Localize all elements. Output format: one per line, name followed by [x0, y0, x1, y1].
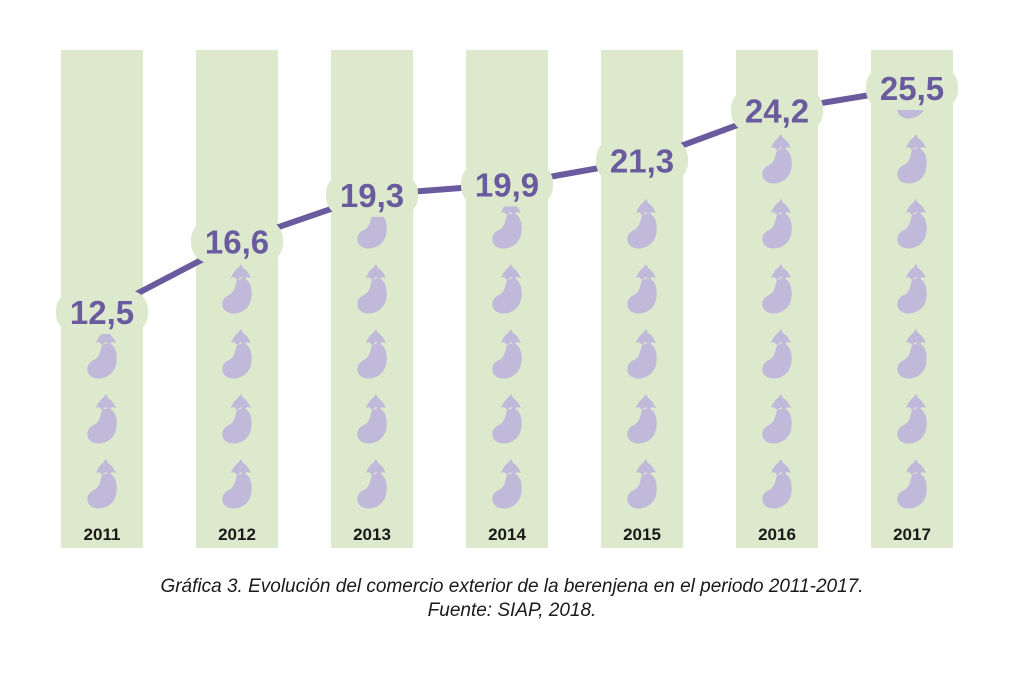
eggplant-icon — [222, 264, 252, 314]
eggplant-icon — [897, 134, 927, 184]
eggplant-icon — [222, 394, 252, 444]
x-tick-label: 2015 — [623, 525, 661, 544]
eggplant-icon — [897, 394, 927, 444]
data-label: 25,5 — [880, 70, 944, 107]
eggplant-icon — [357, 264, 387, 314]
eggplant-icon — [897, 264, 927, 314]
eggplant-icon — [897, 459, 927, 509]
data-label: 19,9 — [475, 166, 539, 203]
x-tick-label: 2013 — [353, 525, 391, 544]
chart-caption: Gráfica 3. Evolución del comercio exteri… — [160, 576, 864, 597]
eggplant-icon — [357, 459, 387, 509]
data-label: 24,2 — [745, 92, 809, 129]
eggplant-icon — [627, 459, 657, 509]
eggplant-icon — [87, 459, 117, 509]
eggplant-icon — [87, 329, 117, 379]
eggplant-icon — [357, 394, 387, 444]
x-tick-label: 2017 — [893, 525, 931, 544]
x-tick-label: 2011 — [84, 525, 121, 544]
eggplant-icon — [627, 329, 657, 379]
eggplant-icon — [492, 199, 522, 249]
x-tick-label: 2012 — [218, 525, 256, 544]
eggplant-icon — [897, 329, 927, 379]
eggplant-icon — [222, 459, 252, 509]
eggplant-icon — [222, 329, 252, 379]
eggplant-icon — [762, 199, 792, 249]
data-label-background — [191, 219, 283, 264]
eggplant-icon — [357, 329, 387, 379]
eggplant-icon — [762, 459, 792, 509]
eggplant-icon — [627, 394, 657, 444]
data-label: 21,3 — [610, 142, 674, 179]
x-tick-label: 2016 — [758, 525, 796, 544]
eggplant-icon — [762, 134, 792, 184]
data-label-background — [731, 88, 823, 133]
data-label-background — [596, 138, 688, 183]
eggplant-icon — [897, 199, 927, 249]
eggplant-icon — [762, 329, 792, 379]
eggplant-icon — [762, 394, 792, 444]
chart-source: Fuente: SIAP, 2018. — [427, 600, 597, 621]
eggplant-icon — [627, 264, 657, 314]
data-label: 16,6 — [205, 223, 269, 260]
data-label-background — [866, 66, 958, 110]
data-label-background — [326, 172, 418, 217]
data-label: 19,3 — [340, 177, 404, 214]
eggplant-icon — [627, 199, 657, 249]
data-label: 12,5 — [70, 294, 134, 331]
eggplant-icon — [492, 264, 522, 314]
eggplant-icon — [492, 459, 522, 509]
eggplant-icon — [492, 329, 522, 379]
eggplant-icon — [492, 394, 522, 444]
data-label-background — [56, 290, 148, 334]
x-tick-label: 2014 — [488, 525, 526, 544]
eggplant-icon — [87, 394, 117, 444]
eggplant-icon — [762, 264, 792, 314]
data-label-background — [461, 162, 553, 207]
